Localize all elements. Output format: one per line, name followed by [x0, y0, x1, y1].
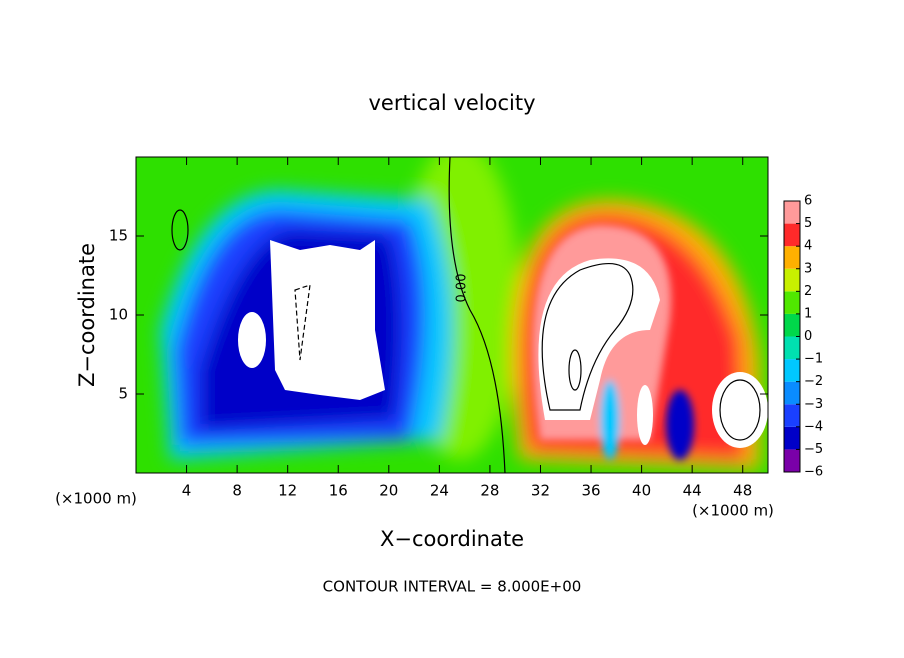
y-axis-label: Z−coordinate	[75, 243, 99, 387]
colorbar-band	[784, 449, 800, 472]
colorbar-band	[784, 336, 800, 360]
colorbar-label: 6	[804, 194, 812, 209]
colorbar-band	[784, 359, 800, 382]
x-tick-label: 44	[683, 482, 702, 500]
footer: CONTOUR INTERVAL = 8.000E+00	[323, 578, 582, 596]
y-tick-label: 10	[109, 306, 128, 324]
x-tick-label: 4	[182, 482, 192, 500]
x-tick-label: 40	[632, 482, 651, 500]
colorbar-label: 1	[804, 306, 812, 321]
colorbar-label: −4	[804, 419, 823, 434]
colorbar-band	[784, 426, 800, 450]
colorbar-label: 3	[804, 261, 812, 276]
colorbar-band	[784, 291, 800, 314]
colorbar-label: 2	[804, 284, 812, 299]
x-tick-label: 20	[379, 482, 398, 500]
colorbar-band	[784, 246, 800, 269]
colorbar-label: 0	[804, 329, 812, 344]
colorbar-label: −1	[804, 352, 823, 367]
x-tick-label: 8	[232, 482, 242, 500]
colorbar-label: 4	[804, 239, 812, 254]
y-unit-label: (×1000 m)	[692, 502, 774, 520]
colorbar-band	[784, 313, 800, 337]
x-tick-label: 12	[278, 482, 297, 500]
colorbar-label: −2	[804, 374, 823, 389]
contour-label: 0.00	[455, 274, 470, 303]
colorbar-band	[784, 201, 800, 224]
x-tick-label: 16	[329, 482, 348, 500]
chart-title: vertical velocity	[368, 91, 535, 115]
y-tick-label: 5	[118, 385, 128, 403]
colorbar-band	[784, 268, 800, 292]
colorbar-label: −3	[804, 397, 823, 412]
x-tick-label: 48	[733, 482, 752, 500]
x-axis-label: X−coordinate	[380, 527, 524, 551]
colorbar-band	[784, 404, 800, 427]
colorbar-label: −6	[804, 465, 823, 480]
y-tick-label: 15	[109, 227, 128, 245]
colorbar-label: −5	[804, 442, 823, 457]
colorbar-band	[784, 223, 800, 247]
contour-field	[136, 157, 768, 473]
colorbar-band	[784, 381, 800, 405]
x-tick-label: 28	[480, 482, 499, 500]
x-tick-label: 24	[430, 482, 449, 500]
x-unit-label: (×1000 m)	[55, 490, 137, 508]
colorbar-label: 5	[804, 216, 812, 231]
x-tick-label: 36	[581, 482, 600, 500]
x-tick-label: 32	[531, 482, 550, 500]
